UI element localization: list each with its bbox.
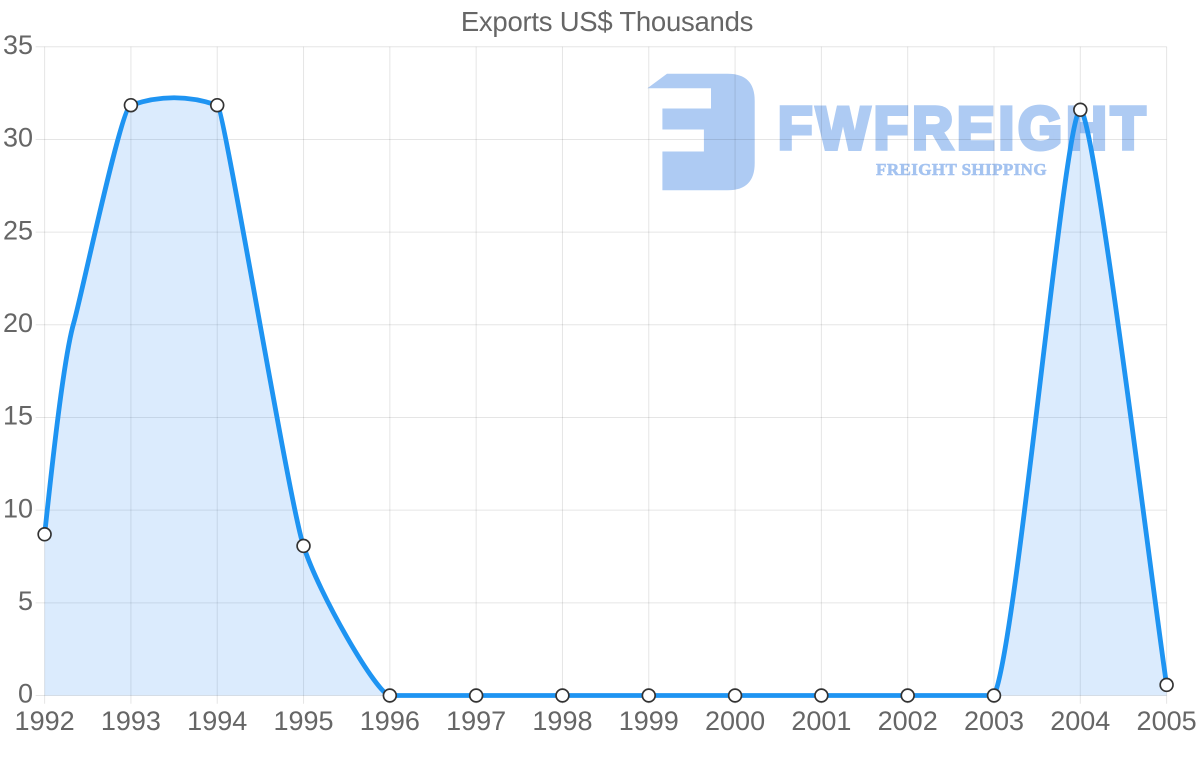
svg-text:2000: 2000 [705,706,765,736]
svg-text:20: 20 [3,308,33,338]
svg-text:0: 0 [18,679,33,709]
svg-text:25: 25 [3,215,33,245]
svg-text:1992: 1992 [15,706,75,736]
svg-text:2002: 2002 [878,706,938,736]
svg-text:1997: 1997 [446,706,506,736]
svg-text:35: 35 [3,30,33,60]
svg-text:1994: 1994 [187,706,247,736]
svg-text:2005: 2005 [1137,706,1197,736]
svg-text:2001: 2001 [791,706,851,736]
svg-text:2004: 2004 [1050,706,1110,736]
svg-text:2003: 2003 [964,706,1024,736]
svg-text:1999: 1999 [619,706,679,736]
svg-text:1993: 1993 [101,706,161,736]
svg-text:10: 10 [3,493,33,523]
svg-text:1996: 1996 [360,706,420,736]
svg-text:15: 15 [3,401,33,431]
svg-text:FREIGHT SHIPPING: FREIGHT SHIPPING [876,160,1047,179]
svg-text:Exports US$ Thousands: Exports US$ Thousands [461,6,753,37]
svg-text:1998: 1998 [532,706,592,736]
svg-text:5: 5 [18,586,33,616]
svg-text:1995: 1995 [273,706,333,736]
svg-text:30: 30 [3,123,33,153]
